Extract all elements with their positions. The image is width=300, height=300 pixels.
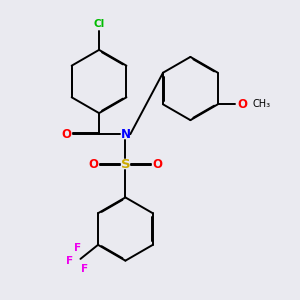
Text: S: S [121, 158, 130, 171]
Text: F: F [81, 264, 88, 274]
Text: O: O [152, 158, 162, 171]
Text: N: N [120, 128, 130, 141]
Text: O: O [89, 158, 99, 171]
Text: Cl: Cl [93, 19, 105, 29]
Text: F: F [74, 243, 81, 254]
Text: O: O [237, 98, 247, 111]
Text: CH₃: CH₃ [252, 99, 270, 109]
Text: F: F [66, 256, 73, 266]
Text: O: O [61, 128, 71, 141]
